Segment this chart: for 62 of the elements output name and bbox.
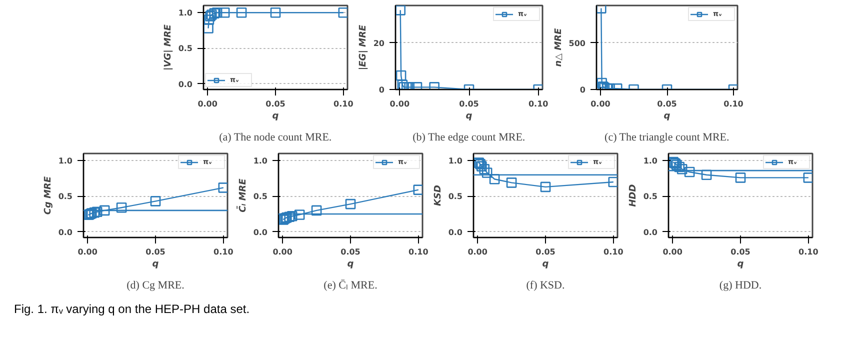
x-tick-label: 0.00: [198, 100, 218, 108]
y-tick-label: 1.0: [253, 156, 268, 166]
y-tick-label: 1.0: [58, 156, 73, 166]
y-axis-title: HDD: [628, 184, 638, 207]
x-tick-label: 0.10: [604, 248, 624, 256]
y-tick-label: 0.5: [178, 44, 193, 54]
x-tick-label: 0.05: [266, 100, 286, 108]
text: (e) C̄ₗ MRE.: [324, 279, 378, 292]
y-tick-label: 1.0: [448, 156, 463, 166]
y-axis-title: |VG| MRE: [163, 24, 174, 71]
text: (c) The triangle count MRE.: [604, 132, 730, 144]
x-tick-label: 0.05: [146, 248, 166, 256]
x-tick-label: 0.10: [214, 248, 234, 256]
x-tick-label: 0.10: [334, 100, 354, 108]
x-tick-label: 0.05: [340, 248, 361, 256]
y-tick-label: 1.0: [178, 8, 193, 18]
x-tick-label: 0.00: [662, 248, 683, 256]
y-tick-label: 1.0: [643, 156, 658, 166]
x-tick-label: 0.05: [730, 248, 751, 256]
text: (f) KSD.: [526, 280, 565, 292]
x-tick-label: 0.10: [724, 100, 744, 108]
x-tick-label: 0.00: [78, 248, 98, 256]
text: (a) The node count MRE.: [219, 132, 332, 144]
x-axis-title: q: [152, 260, 160, 270]
text: (g) HDD.: [719, 280, 762, 292]
y-tick-label: 0.0: [253, 228, 268, 237]
x-axis-title: q: [466, 112, 473, 122]
y-tick-label: 0.5: [58, 192, 73, 202]
x-axis-title: q: [347, 260, 354, 270]
x-tick-label: 0.05: [459, 100, 480, 108]
y-axis-title: n△ MRE: [554, 27, 564, 67]
x-tick-label: 0.00: [590, 100, 611, 108]
y-tick-label: 20: [373, 38, 385, 48]
x-tick-label: 0.10: [528, 100, 549, 108]
x-axis-title: q: [664, 112, 671, 122]
x-tick-label: 0.00: [468, 248, 488, 256]
x-tick-label: 0.00: [272, 248, 293, 256]
x-tick-label: 0.00: [390, 100, 410, 108]
x-tick-label: 0.10: [408, 248, 429, 256]
y-tick-label: 0: [378, 86, 385, 94]
y-tick-label: 0.0: [643, 228, 658, 237]
y-axis-title: C̄ₗ MRE: [236, 178, 248, 212]
y-tick-label: 500: [568, 38, 586, 48]
caption: Fig. 1. πᵥ varying q on the HEP-PH data set.: [14, 301, 250, 318]
x-tick-label: 0.05: [536, 248, 556, 256]
text: (d) Cg MRE.: [126, 280, 185, 292]
y-tick-label: 0.5: [643, 192, 658, 202]
x-axis-title: q: [272, 112, 280, 122]
y-tick-label: 0.5: [448, 192, 463, 202]
y-tick-label: 0.0: [448, 228, 463, 237]
y-tick-label: 0.0: [178, 80, 193, 89]
y-axis-title: Cg MRE: [43, 176, 54, 215]
y-tick-label: 0: [580, 86, 586, 94]
y-axis-title: |EG| MRE: [358, 24, 368, 70]
y-tick-label: 0.0: [58, 228, 73, 237]
x-axis-title: q: [737, 260, 744, 270]
x-tick-label: 0.10: [798, 248, 819, 256]
x-axis-title: q: [542, 260, 550, 270]
y-tick-label: 0.5: [253, 192, 268, 202]
x-tick-label: 0.05: [657, 100, 678, 108]
y-axis-title: KSD: [433, 184, 444, 206]
text: (b) The edge count MRE.: [412, 132, 526, 144]
